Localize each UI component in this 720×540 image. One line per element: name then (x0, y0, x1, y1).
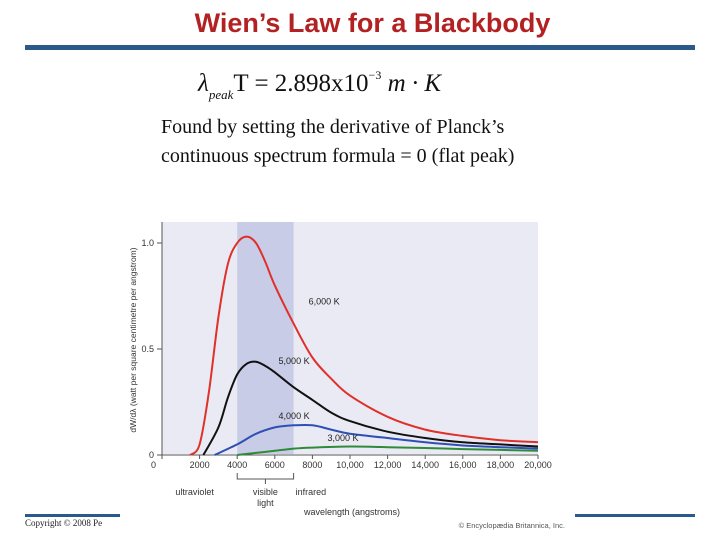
blackbody-chart: 0 0.5 1.0 0 2000 4000 6000 8000 10,000 12,000 14,… (110, 215, 580, 530)
formula-subscript: peak (208, 87, 234, 102)
x-axis-label: wavelength (angstroms) (303, 507, 400, 517)
x-tick-label: 16,000 (449, 460, 477, 470)
series-line (202, 360, 539, 456)
credit-text: © Encyclopædia Britannica, Inc. (459, 521, 565, 530)
formula-units: m · K (381, 70, 442, 97)
formula-lambda: λ (198, 70, 209, 97)
x-tick-label: 18,000 (487, 460, 515, 470)
region-label-visible: visible (253, 487, 278, 497)
y-axis-ticks: 0 0.5 1.0 (141, 238, 162, 460)
x-tick-label: 0 (151, 460, 156, 470)
region-label-infrared: infrared (296, 487, 327, 497)
x-tick-label: 6000 (265, 460, 285, 470)
series-labels: 6,000 K 5,000 K 4,000 K 3,000 K (279, 296, 359, 443)
x-tick-label: 2000 (190, 460, 210, 470)
series-curves (189, 235, 539, 456)
visible-bracket (236, 473, 295, 480)
formula-exponent: −3 (368, 68, 382, 82)
region-label-visible: light (257, 498, 274, 508)
series-label: 5,000 K (279, 356, 310, 366)
x-tick-label: 10,000 (336, 460, 364, 470)
explanation-text: Found by setting the derivative of Planc… (161, 116, 515, 167)
x-tick-label: 4000 (227, 460, 247, 470)
series-line (237, 445, 539, 456)
x-tick-label: 14,000 (411, 460, 439, 470)
y-tick-label: 0 (149, 450, 154, 460)
formula-main: T = 2.898x10 (233, 70, 369, 97)
series-label: 6,000 K (309, 296, 340, 306)
x-tick-label: 8000 (302, 460, 322, 470)
footer-divider-left (25, 514, 120, 517)
y-tick-label: 1.0 (141, 238, 154, 248)
slide-title: Wien’s Law for a Blackbody (194, 8, 551, 38)
plot-background (162, 222, 538, 454)
x-tick-label: 12,000 (374, 460, 402, 470)
x-tick-label: 20,000 (524, 460, 552, 470)
series-label: 4,000 K (279, 411, 310, 421)
y-tick-label: 0.5 (141, 344, 154, 354)
series-line (189, 235, 539, 456)
x-axis-ticks: 0 2000 4000 6000 8000 10,000 12,000 14,000 16,00… (151, 455, 552, 470)
title-divider (25, 45, 695, 50)
footer-divider-right (575, 514, 695, 517)
copyright-text: Copyright © 2008 Pe (25, 518, 103, 528)
series-label: 3,000 K (327, 433, 358, 443)
series-line (214, 423, 539, 456)
region-label-ultraviolet: ultraviolet (175, 487, 214, 497)
y-axis-label: dW/dλ (watt per square centimetre per an… (128, 247, 138, 432)
wien-formula: λpeakT = 2.898x10−3 m · K (198, 68, 442, 102)
chart-svg: 0 0.5 1.0 0 2000 4000 6000 8000 10,000 12,000 14,… (128, 222, 565, 530)
